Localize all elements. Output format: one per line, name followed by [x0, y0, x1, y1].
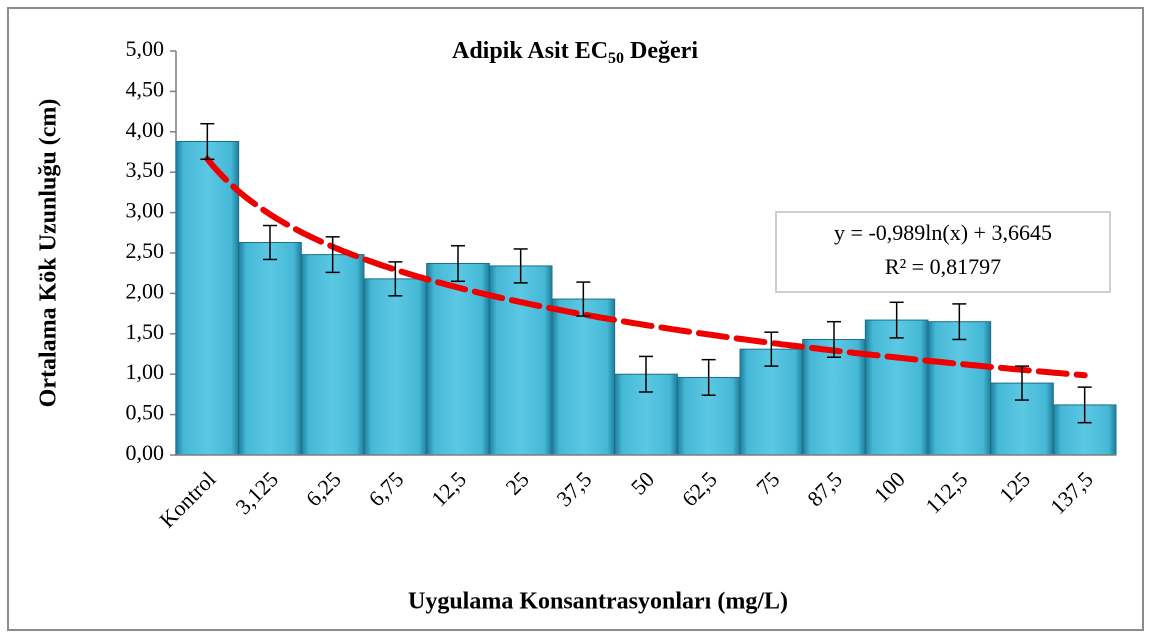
bar [488, 265, 553, 456]
error-bar [764, 331, 779, 367]
error-bar [952, 303, 967, 341]
y-tick-label: 2,00 [126, 278, 165, 303]
bar [551, 298, 616, 456]
y-tick-label: 2,50 [126, 238, 165, 263]
y-tick-label: 3,50 [126, 157, 165, 182]
y-tick-label: 0,50 [126, 400, 165, 425]
trendline-r2: R² = 0,81797 [885, 254, 1001, 279]
error-bar [576, 281, 591, 317]
y-tick-label: 5,00 [126, 36, 165, 61]
trendline-equation: y = -0,989ln(x) + 3,6645 [834, 220, 1052, 245]
bar [802, 338, 866, 456]
equation-box [775, 211, 1111, 293]
x-axis-title: Uygulama Konsantrasyonları (mg/L) [408, 589, 788, 615]
bar [363, 278, 428, 456]
y-axis-title: Ortalama Kök Uzunluğu (cm) [36, 99, 62, 408]
bar [864, 319, 929, 456]
error-bar [889, 301, 904, 339]
error-bar [263, 224, 277, 261]
y-tick-label: 4,00 [126, 117, 165, 142]
bar [927, 321, 992, 456]
y-tick-label: 3,00 [126, 198, 165, 223]
error-bar [388, 261, 403, 297]
y-tick-label: 4,50 [126, 76, 165, 101]
chart-title: Adipik Asit EC50 Değeri [452, 38, 698, 67]
bar [175, 140, 240, 456]
error-bar [451, 244, 465, 283]
error-bar [325, 236, 340, 274]
bar [238, 241, 302, 456]
error-bar [827, 320, 841, 358]
bar [300, 254, 365, 456]
error-bar [639, 355, 653, 393]
error-bar [513, 248, 528, 284]
y-tick-label: 0,00 [126, 440, 165, 465]
error-bar [1077, 386, 1092, 424]
trendline [204, 155, 1088, 379]
y-tick-label: 1,00 [126, 359, 165, 384]
error-bar [1015, 365, 1029, 401]
y-tick-label: 1,50 [126, 319, 165, 344]
error-bar [701, 358, 716, 396]
error-bar [200, 122, 215, 161]
